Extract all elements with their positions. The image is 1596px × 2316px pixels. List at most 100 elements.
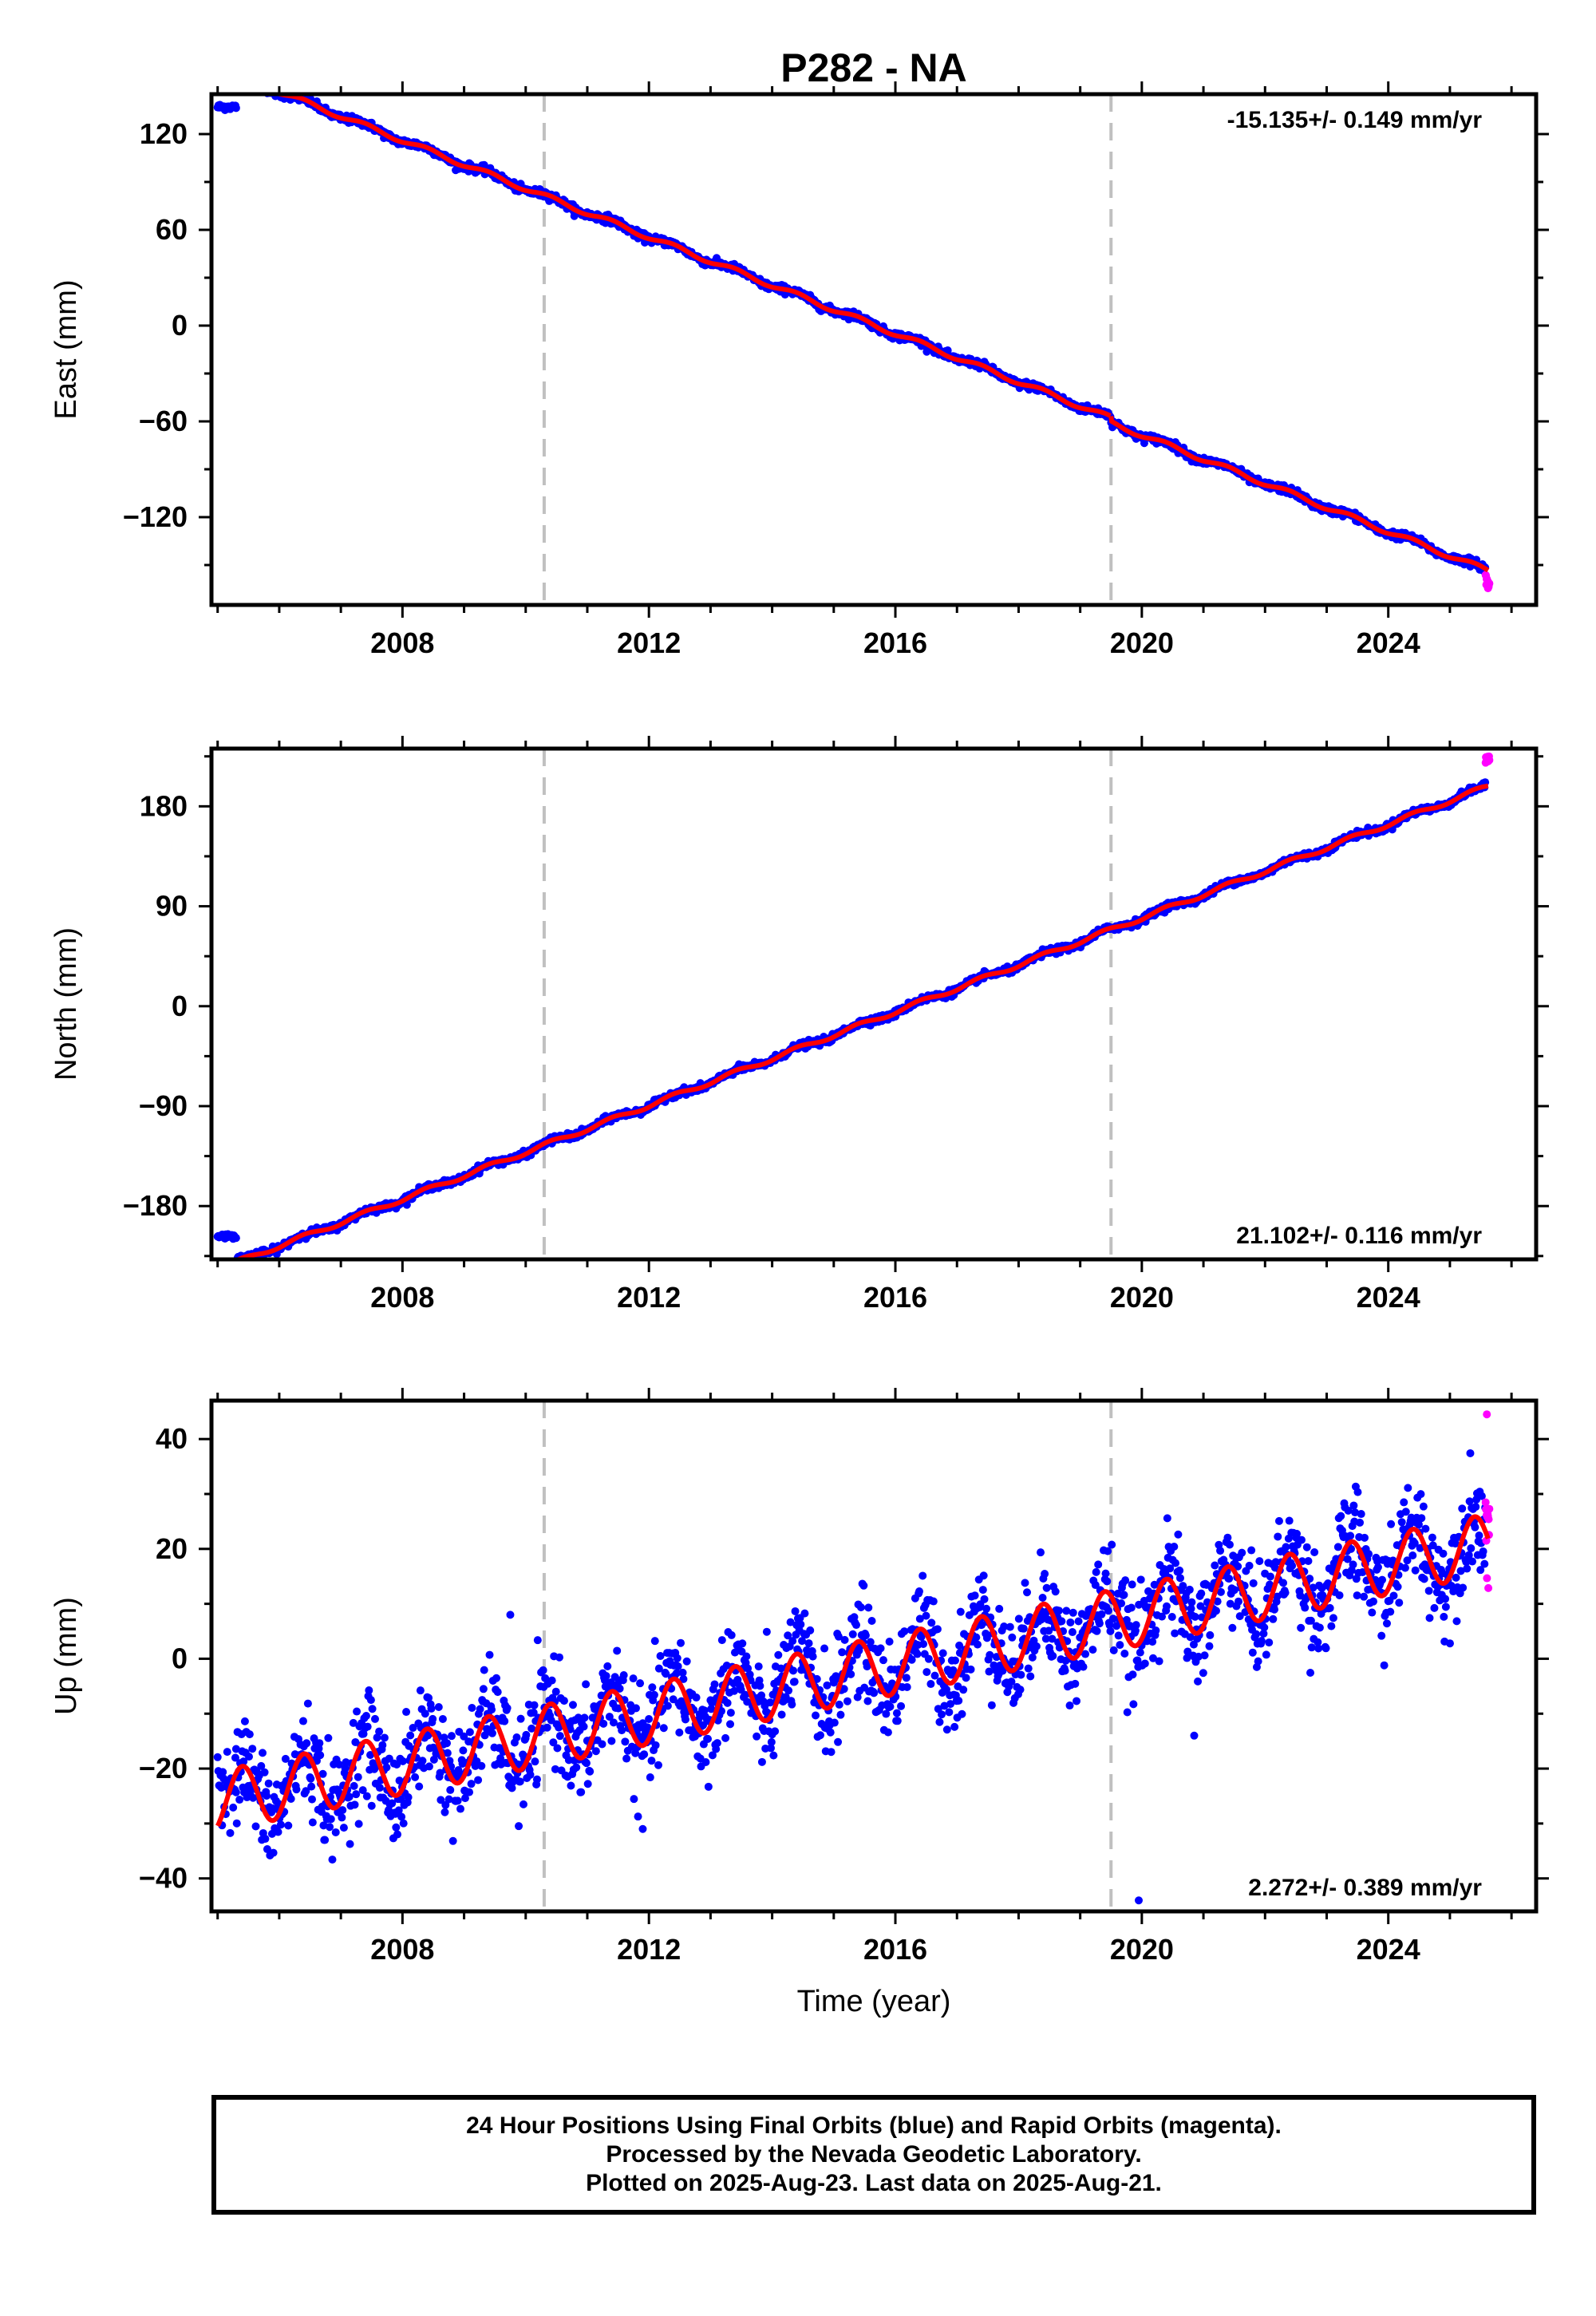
final-orbit-point [786,1618,795,1626]
final-orbit-point [436,1769,444,1777]
final-orbit-point [897,1701,906,1710]
final-orbit-point [776,1664,785,1673]
final-orbit-point [493,1688,502,1697]
final-orbit-point [885,1637,894,1646]
final-orbit-point [370,1714,379,1723]
final-orbit-point [648,1683,657,1692]
final-orbit-point [790,1678,799,1686]
final-orbit-point [527,1724,536,1733]
final-orbit-point [429,1755,438,1764]
final-orbit-point [276,1820,285,1829]
final-orbit-point [465,1728,474,1737]
final-orbit-point [710,1680,719,1689]
final-orbit-point [231,1753,239,1762]
final-orbit-point [239,72,247,80]
final-orbit-point [835,1700,843,1709]
final-orbit-point [516,1714,525,1723]
north-frame [209,746,1539,1262]
final-orbit-point [551,1765,559,1773]
final-orbit-point [922,1668,931,1677]
final-orbit-point [270,85,278,93]
final-orbit-point [572,1763,581,1772]
final-orbit-point [834,1737,843,1746]
final-orbit-point [316,1751,325,1760]
final-orbit-point [402,1200,411,1209]
east-y-tick-label: −60 [139,405,188,437]
final-orbit-point [441,1800,450,1809]
final-orbit-point [631,1704,640,1713]
final-orbit-point [607,1737,616,1745]
final-orbit-point [804,1639,813,1648]
final-orbit-point [226,1828,235,1837]
final-orbit-point [853,1693,862,1701]
final-orbit-point [375,1784,384,1792]
final-orbit-point [777,1710,786,1719]
final-orbit-point [610,1673,619,1682]
final-orbit-point [577,1788,586,1796]
final-orbit-point [907,1655,916,1664]
final-orbit-point [480,1666,488,1674]
final-orbit-point [555,1653,564,1662]
final-orbit-point [286,1794,295,1803]
final-orbit-point [549,1738,558,1747]
final-orbit-point [318,1769,327,1778]
final-orbit-point [742,1652,751,1661]
final-orbit-point [519,1800,527,1808]
final-orbit-point [259,1749,267,1757]
final-orbit-point [269,85,277,93]
final-orbit-point [591,1747,600,1756]
final-orbit-point [707,1705,716,1713]
final-orbit-point [579,1722,588,1731]
final-orbit-point [654,1761,662,1769]
final-orbit-point [645,1715,654,1723]
final-orbit-point [298,1717,307,1725]
final-orbit-point [701,1758,710,1767]
final-orbit-point [243,77,251,85]
final-orbit-point [737,1647,746,1656]
final-orbit-point [806,1626,815,1634]
final-orbit-point [393,1761,401,1769]
east-velocity-label: -15.135+/- 0.149 mm/yr [1227,107,1483,133]
final-orbit-point [237,70,245,78]
final-orbit-point [615,1684,624,1693]
final-orbit-point [345,1792,354,1801]
final-orbit-point [416,1686,425,1695]
rapid-orbit-point [1485,756,1494,765]
final-orbit-point [231,1788,240,1796]
final-orbit-point [399,1819,408,1828]
final-orbit-point [643,1723,652,1732]
final-orbit-point [530,1701,539,1709]
final-orbit-point [886,1702,895,1711]
final-orbit-point [373,1733,381,1742]
final-orbit-point [650,1637,659,1646]
final-orbit-point [586,1767,595,1776]
final-orbit-point [704,1782,713,1791]
final-orbit-point [673,1654,681,1662]
final-orbit-point [598,1740,606,1749]
final-orbit-point [659,1724,668,1733]
final-orbit-point [448,1836,457,1845]
final-orbit-point [476,1705,484,1713]
final-orbit-point [440,1808,449,1816]
final-orbit-point [650,1690,658,1699]
final-orbit-point [315,1739,324,1748]
final-orbit-point [553,1744,562,1753]
final-orbit-point [402,1708,411,1717]
final-orbit-point [231,1234,240,1243]
final-orbit-point [503,1704,512,1713]
final-orbit-point [397,1795,405,1804]
final-orbit-point [255,79,263,87]
final-orbit-point [341,1764,350,1773]
final-orbit-point [238,72,246,80]
final-orbit-point [219,1768,227,1777]
final-orbit-point [367,1801,376,1810]
final-orbit-point [662,1670,670,1678]
east-rapid-orbit-points [1481,571,1494,593]
final-orbit-point [771,1727,780,1736]
final-orbit-point [358,1786,367,1795]
final-orbit-point [654,1664,663,1673]
final-orbit-point [602,1672,610,1681]
